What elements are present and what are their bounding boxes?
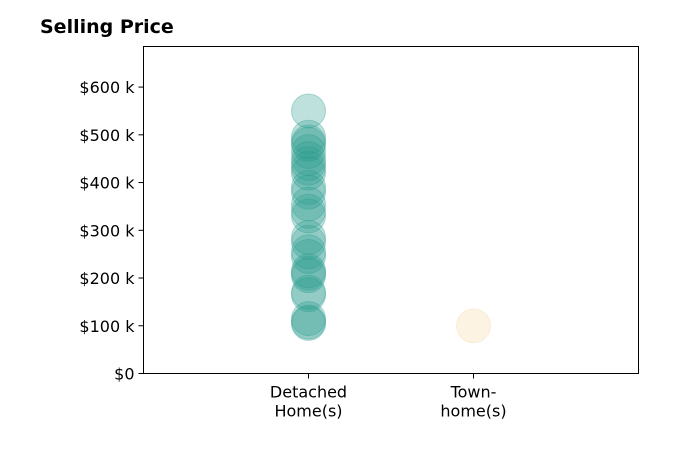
data-point xyxy=(291,305,326,341)
data-point xyxy=(291,239,326,275)
data-point xyxy=(291,186,326,222)
chart-title: Selling Price xyxy=(40,16,174,38)
data-point xyxy=(291,150,326,186)
data-point xyxy=(291,93,326,129)
plot-area-frame xyxy=(143,46,639,374)
data-point xyxy=(291,169,326,205)
y-tick-label: $400 k xyxy=(79,174,135,193)
data-point xyxy=(291,155,326,191)
y-axis: $0 $100 k $200 k $300 k $400 k $500 k $600 k xyxy=(79,78,144,384)
x-tick-label: Home(s) xyxy=(274,402,342,421)
y-tick-label: $200 k xyxy=(79,269,135,288)
points-layer xyxy=(291,93,491,344)
data-point xyxy=(291,255,326,291)
data-point xyxy=(291,253,326,289)
data-point xyxy=(291,234,326,270)
data-point xyxy=(291,124,326,160)
data-point xyxy=(291,301,326,337)
y-tick-label: $0 xyxy=(114,365,134,384)
data-point xyxy=(291,174,326,210)
data-point xyxy=(291,126,326,162)
data-point xyxy=(291,134,326,170)
data-point xyxy=(291,277,326,313)
x-tick-label: home(s) xyxy=(440,402,506,421)
data-point xyxy=(291,119,326,155)
x-tick-label: Town- xyxy=(450,383,497,402)
x-tick-label: Detached xyxy=(270,383,347,402)
y-tick-label: $600 k xyxy=(79,78,135,97)
data-point xyxy=(291,304,326,340)
y-tick-label: $500 k xyxy=(79,126,135,145)
data-point xyxy=(291,258,326,294)
data-point xyxy=(291,224,326,260)
y-tick-label: $100 k xyxy=(79,317,135,336)
y-tick-label: $300 k xyxy=(79,221,135,240)
data-point xyxy=(291,198,326,234)
data-point xyxy=(291,219,326,255)
data-point xyxy=(291,145,326,181)
data-point xyxy=(291,141,326,177)
data-point xyxy=(291,193,326,229)
data-point xyxy=(456,308,491,344)
data-point xyxy=(291,274,326,310)
